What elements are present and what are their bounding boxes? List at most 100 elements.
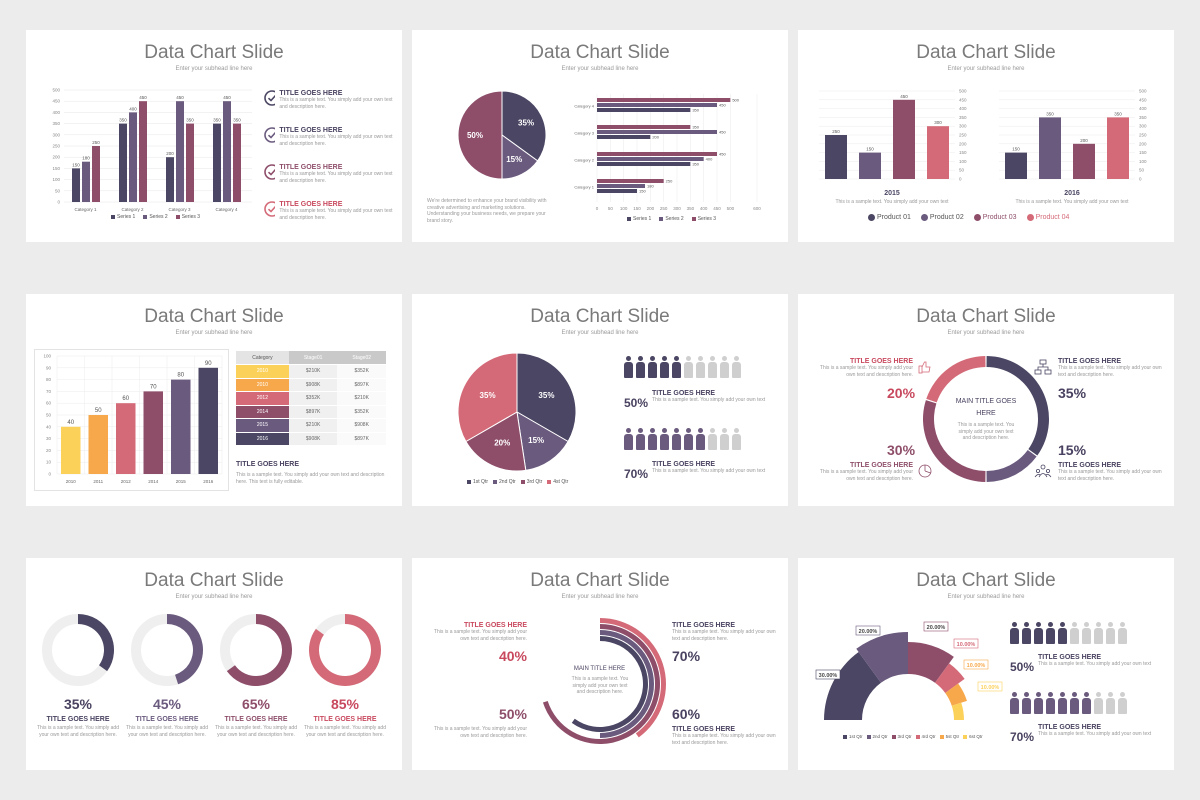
x-tick-label: 150 [633, 206, 641, 211]
slide-2[interactable]: Data Chart Slide Enter your subhead line… [412, 30, 788, 242]
y-tick-label: 60 [46, 401, 52, 406]
data-label: 150 [72, 162, 80, 167]
pie-chart: 35% 15% 20% 35% [457, 352, 577, 472]
stat-block: TITLE GOES HERE This is a sample text. Yo… [433, 622, 527, 664]
data-label: 150 [639, 189, 646, 194]
radial-bar [600, 618, 666, 738]
x-tick-label: Category 1 [74, 207, 97, 212]
x-tick-label: 450 [713, 206, 721, 211]
slide-subtitle: Enter your subhead line here [175, 330, 253, 336]
x-tick-label: 2010 [66, 479, 77, 484]
data-label: 450 [139, 95, 147, 100]
x-tick-label: 2016 [203, 479, 214, 484]
slide-6[interactable]: Data Chart Slide Enter your subhead line… [798, 294, 1174, 506]
data-label: 10.00% [981, 685, 1000, 691]
person-icon [672, 356, 681, 378]
person-icon [624, 428, 633, 450]
data-label: 250 [666, 179, 673, 184]
bar-chart-2016: 0 50 100 150 200 250 300 350 400 450 500 150 350 200 3… [999, 89, 1147, 182]
person-icon [720, 428, 729, 450]
slide-1[interactable]: Data Chart Slide Enter your subhead line… [26, 30, 402, 242]
half-donut-segment [935, 663, 965, 693]
x-tick-label: 300 [673, 206, 681, 211]
slide-subtitle: Enter your subhead line here [947, 66, 1025, 72]
y-tick-label: 80 [46, 377, 52, 382]
chart-legend: Series 1 Series 2 Series 3 [111, 214, 200, 220]
y-tick-label: 50 [959, 168, 965, 173]
slide-8[interactable]: Data Chart Slide Enter your subhead line… [412, 558, 788, 770]
half-donut-chart: 30.00% 20.00% 20.00% 10.00% 10.00% 10.00% [815, 621, 1003, 720]
person-icon [708, 356, 717, 378]
bar [597, 179, 664, 183]
x-tick-label: 50 [608, 206, 614, 211]
slide-5[interactable]: Data Chart Slide Enter your subhead line… [412, 294, 788, 506]
y-tick-label: 250 [1139, 133, 1147, 138]
bar [1005, 152, 1027, 179]
bar [166, 157, 174, 202]
progress-item: 35% TITLE GOES HERE This is a sample tex… [37, 696, 119, 738]
bar [223, 101, 231, 202]
radial-bar-chart [542, 618, 666, 744]
y-tick-label: 50 [55, 188, 61, 193]
bar-chart: 0 10 20 30 40 50 60 70 80 90 100 40 2010 50 2011 60 2012… [34, 349, 229, 491]
bar [597, 162, 691, 166]
person-icon [1106, 692, 1115, 714]
chart-label-2016: 2016 [1064, 190, 1080, 197]
check-circle-icon [264, 127, 276, 143]
progress-item: 45% TITLE GOES HERE This is a sample tex… [126, 696, 208, 738]
half-donut-segment [908, 642, 954, 683]
slide-title: Data Chart Slide [144, 42, 284, 63]
data-label: 200 [1080, 138, 1088, 143]
person-icon [1082, 622, 1091, 644]
slide-title: Data Chart Slide [916, 42, 1056, 63]
slide-9[interactable]: Data Chart Slide Enter your subhead line… [798, 558, 1174, 770]
pie-slice [516, 411, 569, 471]
bar [597, 98, 731, 102]
y-tick-label: 200 [1139, 141, 1147, 146]
stat-block: 70% TITLE GOES HERE This is a sample text… [1010, 724, 1152, 744]
y-tick-label: 30 [46, 436, 52, 441]
person-icon [696, 428, 705, 450]
slide-7[interactable]: Data Chart Slide Enter your subhead line… [26, 558, 402, 770]
team-icon [1034, 464, 1052, 478]
bar [176, 101, 184, 202]
person-icon [1082, 692, 1091, 714]
slide-title: Data Chart Slide [530, 306, 670, 327]
label-box [923, 621, 949, 632]
slide-title: Data Chart Slide [916, 570, 1056, 591]
person-icon [732, 428, 741, 450]
y-tick-label: 250 [52, 144, 60, 149]
chart-caption: This is a sample text. You simply add yo… [1015, 199, 1129, 205]
data-label: 400 [706, 157, 713, 162]
donut-segment [986, 449, 1037, 482]
data-label: 150 [866, 147, 874, 152]
y-tick-label: 400 [959, 106, 967, 111]
table-row: 2010 $210K $352K [236, 364, 386, 379]
y-tick-label: 100 [43, 354, 51, 359]
x-tick-label: 400 [700, 206, 708, 211]
table-row: 2012 $352K $210K [236, 391, 386, 406]
x-tick-label: 500 [727, 206, 735, 211]
bar [116, 403, 136, 474]
slide-4[interactable]: Data Chart Slide Enter your subhead line… [26, 294, 402, 506]
pie-chart-icon [918, 464, 932, 478]
donut-chart [923, 356, 1049, 482]
slice-label: 15% [506, 155, 522, 164]
y-tick-label: 200 [959, 141, 967, 146]
y-tick-label: Category 1 [574, 185, 594, 190]
y-tick-label: 350 [1139, 115, 1147, 120]
label-box [815, 669, 841, 680]
y-tick-label: 300 [959, 124, 967, 129]
people-row [1010, 692, 1127, 714]
slide-title: Data Chart Slide [144, 306, 284, 327]
bar [143, 391, 163, 474]
slice-label: 50% [467, 131, 483, 140]
slide-3[interactable]: Data Chart Slide Enter your subhead line… [798, 30, 1174, 242]
data-label: 200 [166, 151, 174, 156]
donut-segment [926, 356, 986, 403]
x-tick-label: Category 4 [215, 207, 238, 212]
checklist-item: TITLE GOES HERE This is a sample text. Yo… [264, 201, 394, 238]
data-label: 450 [176, 95, 184, 100]
x-tick-label: 350 [687, 206, 695, 211]
bar [119, 123, 127, 202]
